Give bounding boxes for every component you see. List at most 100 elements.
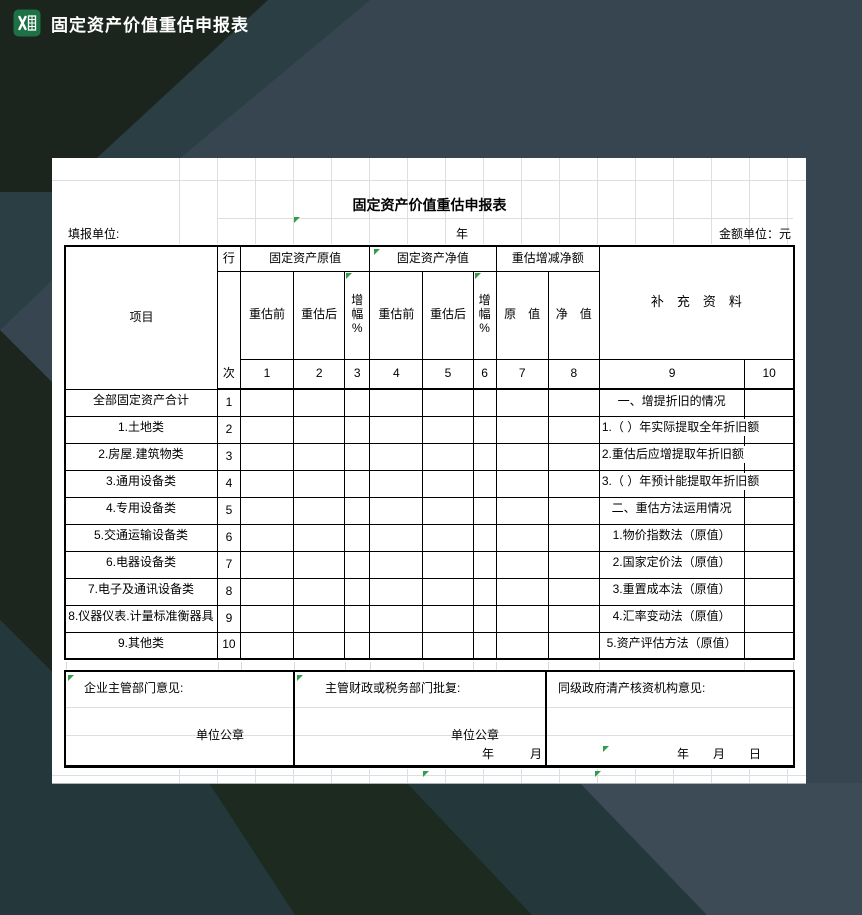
data-cell bbox=[472, 496, 497, 525]
data-cell bbox=[293, 631, 346, 660]
data-cell bbox=[239, 442, 295, 471]
unit-row: 填报单位: 年 金额单位：元 bbox=[52, 221, 806, 244]
col-number: 8 bbox=[547, 358, 600, 390]
data-cell bbox=[744, 631, 795, 660]
note-cell: 1.（ ）年实际提取全年折旧额 bbox=[598, 415, 761, 444]
data-cell bbox=[495, 577, 549, 606]
background-teal-left bbox=[0, 620, 52, 783]
header-line-top: 行 bbox=[216, 245, 241, 272]
data-cell bbox=[422, 388, 474, 417]
data-cell bbox=[495, 469, 549, 498]
col-number: 10 bbox=[744, 358, 795, 390]
line-number-cell: 3 bbox=[216, 442, 241, 471]
finance-seal-label: 单位公章 bbox=[451, 728, 500, 742]
data-cell bbox=[293, 442, 346, 471]
data-cell bbox=[744, 523, 795, 552]
comment-indicator-icon bbox=[294, 217, 300, 223]
line-number-cell: 4 bbox=[216, 469, 241, 498]
data-cell bbox=[344, 442, 371, 471]
comment-indicator-icon bbox=[374, 249, 380, 255]
data-cell bbox=[422, 496, 474, 525]
gridline-row bbox=[52, 180, 806, 181]
header-group-net-value: 固定资产净值 bbox=[369, 245, 497, 272]
subhead-before-2: 重估前 bbox=[369, 270, 424, 360]
comment-indicator-icon bbox=[475, 273, 481, 279]
data-cell bbox=[344, 577, 371, 606]
data-cell bbox=[239, 604, 295, 633]
asset-row-label: 7.电子及通讯设备类 bbox=[64, 577, 218, 606]
comment-indicator-icon bbox=[68, 675, 74, 681]
banner: 固定资产价值重估申报表 bbox=[13, 9, 249, 37]
data-cell bbox=[293, 550, 346, 579]
gridline-col bbox=[218, 662, 219, 670]
sheet-preview-panel: 固定资产价值重估申报表 填报单位: 年 金额单位：元 项目 行 固定资产原值 固… bbox=[52, 158, 806, 783]
subhead-after-1: 重估后 bbox=[293, 270, 346, 360]
data-cell bbox=[422, 550, 474, 579]
data-cell bbox=[369, 469, 424, 498]
gridline-col bbox=[496, 662, 497, 670]
data-cell bbox=[547, 469, 600, 498]
data-cell bbox=[422, 523, 474, 552]
data-cell bbox=[293, 604, 346, 633]
background-slate-bottom-right bbox=[580, 783, 862, 915]
dept-seal-label: 单位公章 bbox=[196, 728, 245, 742]
finance-approval-label: 主管财政或税务部门批复: bbox=[325, 681, 461, 695]
data-cell bbox=[239, 415, 295, 444]
gridline-col bbox=[423, 662, 424, 670]
main-table: 项目 行 固定资产原值 固定资产净值 重估增减净额 补 充 资 料 重估前 重估… bbox=[64, 245, 795, 660]
note-cell: 1.物价指数法（原值） bbox=[598, 523, 746, 552]
data-cell bbox=[547, 523, 600, 552]
comment-indicator-icon bbox=[346, 273, 352, 279]
data-cell bbox=[369, 604, 424, 633]
data-cell bbox=[344, 631, 371, 660]
col-number: 6 bbox=[472, 358, 497, 390]
asset-row-label: 2.房屋.建筑物类 bbox=[64, 442, 218, 471]
data-cell bbox=[422, 442, 474, 471]
footer-dept-opinion-cell: 企业主管部门意见: 单位公章 bbox=[66, 672, 295, 765]
line-number-cell: 8 bbox=[216, 577, 241, 606]
asset-row-label: 8.仪器仪表.计量标准衡器具 bbox=[64, 604, 218, 633]
header-group-revaluation-net: 重估增减净额 bbox=[495, 245, 600, 272]
gridline-row bbox=[66, 735, 793, 736]
data-cell bbox=[472, 550, 497, 579]
data-cell bbox=[369, 496, 424, 525]
subhead-original-value: 原 值 bbox=[495, 270, 549, 360]
col-number: 3 bbox=[344, 358, 371, 390]
asset-row-label: 9.其他类 bbox=[64, 631, 218, 660]
asset-row-label: 全部固定资产合计 bbox=[64, 388, 218, 417]
header-supplement: 补 充 资 料 bbox=[598, 245, 795, 360]
data-cell bbox=[744, 604, 795, 633]
page-title: 固定资产价值重估申报表 bbox=[51, 15, 249, 35]
data-cell bbox=[239, 469, 295, 498]
dept-opinion-label: 企业主管部门意见: bbox=[84, 681, 184, 695]
data-cell bbox=[495, 550, 549, 579]
data-cell bbox=[239, 496, 295, 525]
data-cell bbox=[369, 577, 424, 606]
amount-unit-label: 金额单位：元 bbox=[718, 227, 791, 241]
data-cell bbox=[293, 577, 346, 606]
comment-indicator-icon bbox=[603, 746, 609, 752]
data-cell bbox=[422, 631, 474, 660]
line-number-cell: 2 bbox=[216, 415, 241, 444]
col-number: 4 bbox=[369, 358, 424, 390]
data-cell bbox=[422, 415, 474, 444]
comment-indicator-icon bbox=[595, 771, 601, 777]
line-number-cell: 9 bbox=[216, 604, 241, 633]
gridline-row bbox=[52, 775, 806, 776]
col-number: 7 bbox=[495, 358, 549, 390]
data-cell bbox=[369, 523, 424, 552]
background-dark-left bbox=[0, 330, 52, 672]
data-cell bbox=[369, 442, 424, 471]
line-number-cell: 7 bbox=[216, 550, 241, 579]
excel-icon bbox=[13, 9, 41, 37]
data-cell bbox=[495, 415, 549, 444]
gridline-row bbox=[66, 707, 793, 708]
subhead-before-1: 重估前 bbox=[239, 270, 295, 360]
data-cell bbox=[547, 415, 600, 444]
note-cell: 4.汇率变动法（原值） bbox=[598, 604, 746, 633]
data-cell bbox=[495, 604, 549, 633]
finance-date-label: 年 月 bbox=[481, 747, 542, 761]
col-number: 9 bbox=[598, 358, 746, 390]
asset-row-label: 6.电器设备类 bbox=[64, 550, 218, 579]
col-number: 2 bbox=[293, 358, 346, 390]
